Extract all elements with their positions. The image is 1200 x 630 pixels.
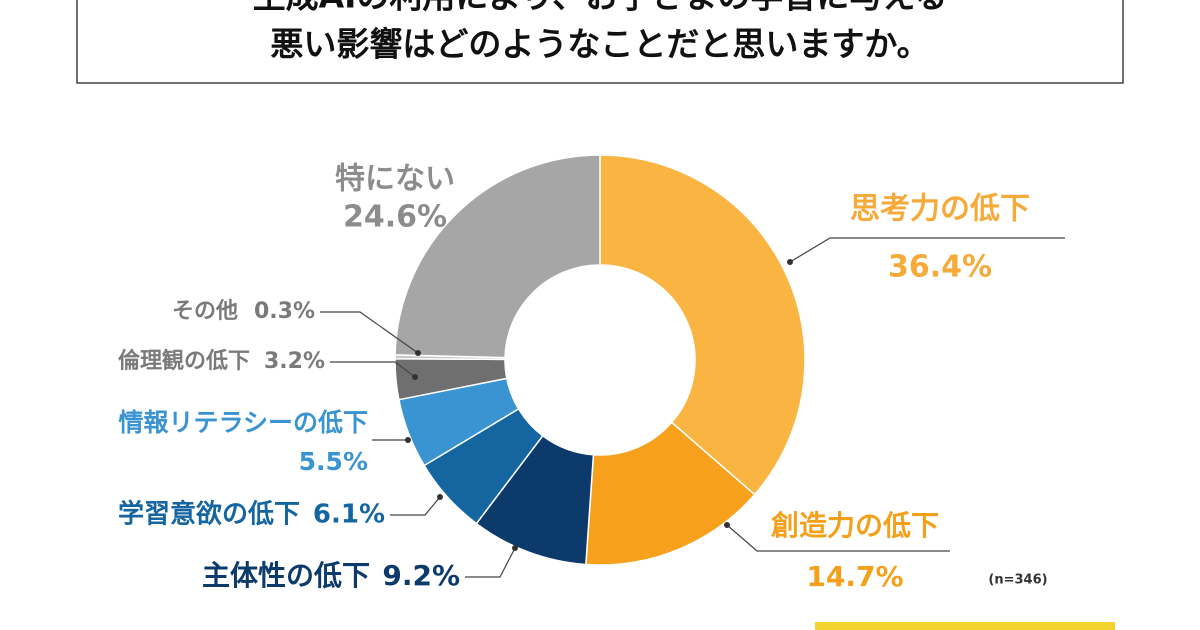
chart-title: 悪い影響はどのようなことだと思いますか。 xyxy=(270,25,929,64)
category-label: 思考力の低下 xyxy=(850,192,1030,227)
leader-line xyxy=(789,237,1065,263)
leader-line xyxy=(390,496,441,516)
category-label: 学習意欲の低下 xyxy=(118,499,300,530)
donut-segment xyxy=(394,154,601,359)
logo xyxy=(815,622,1115,630)
value-label: 5.5% xyxy=(299,447,368,476)
category-label: 特にない xyxy=(335,162,455,197)
donut-segment xyxy=(599,154,806,496)
leader-dot xyxy=(787,259,793,265)
leader-line xyxy=(726,524,950,552)
value-label: 9.2% xyxy=(382,559,460,592)
value-label: 0.3% xyxy=(254,299,315,324)
leader-line xyxy=(320,311,419,354)
leader-dot xyxy=(437,494,443,500)
chart-title: 生成AIの利用により、お子さまの学習に与える xyxy=(253,0,948,16)
value-label: 14.7% xyxy=(806,560,903,593)
category-label: 主体性の低下 xyxy=(202,559,370,592)
value-label: 24.6% xyxy=(343,200,447,235)
donut-segment xyxy=(585,421,756,566)
title-box xyxy=(76,0,1124,84)
leader-line xyxy=(330,361,416,378)
category-label: 創造力の低下 xyxy=(771,509,939,542)
category-label: 情報リテラシーの低下 xyxy=(118,408,368,437)
value-label: 3.2% xyxy=(264,349,325,374)
value-label: 36.4% xyxy=(888,250,992,285)
value-label: 6.1% xyxy=(313,500,385,530)
leader-dot xyxy=(512,545,518,551)
leader-dot xyxy=(405,437,411,443)
category-label: その他 xyxy=(172,299,238,324)
leader-line xyxy=(465,547,516,578)
sample-note: (n=346) xyxy=(988,573,1047,588)
leader-dot xyxy=(412,374,418,380)
category-label: 倫理観の低下 xyxy=(118,348,250,374)
leader-dot xyxy=(724,522,730,528)
leader-dot xyxy=(415,350,421,356)
